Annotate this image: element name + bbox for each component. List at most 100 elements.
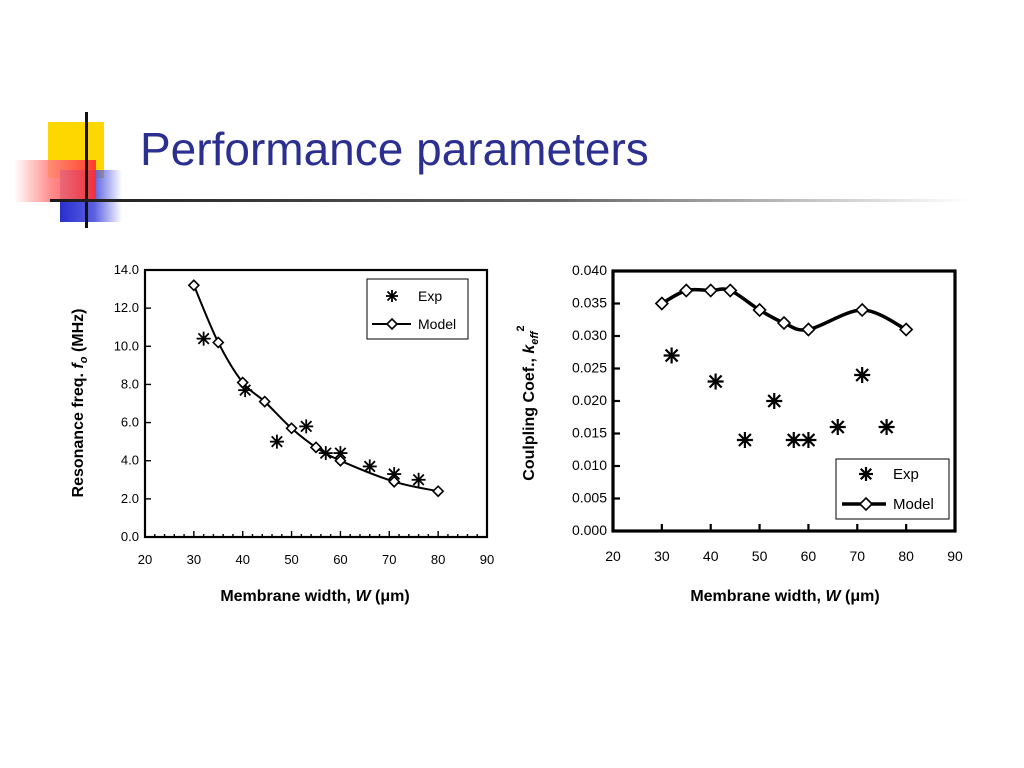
x-tick-label: 50 xyxy=(284,552,298,567)
x-tick-label: 40 xyxy=(703,548,719,564)
legend-box xyxy=(366,278,469,340)
model-point xyxy=(723,283,738,298)
model-point xyxy=(679,283,694,298)
y-tick-label: 2.0 xyxy=(121,491,139,506)
model-point xyxy=(309,441,323,454)
x-tick-label: 80 xyxy=(898,548,914,564)
y-tick-label: 8.0 xyxy=(121,376,139,391)
y-tick-label: 0.035 xyxy=(572,295,607,311)
y-tick-label: 0.025 xyxy=(572,360,607,376)
y-tick-label: 10.0 xyxy=(114,338,139,353)
model-point xyxy=(187,279,200,292)
model-point xyxy=(899,322,914,337)
coupling-coefficient-chart: 0.000 0.005 0.010 0.015 0.020 0.025 0.030 0.035… xyxy=(515,262,963,605)
asterisk-stroke xyxy=(767,394,782,408)
legend-label: Exp xyxy=(418,288,442,304)
y-tick-label: 0.010 xyxy=(572,457,607,473)
model-point xyxy=(776,315,792,331)
asterisk-stroke xyxy=(412,473,425,486)
exp-point xyxy=(362,459,377,474)
y-axis-label: Resonance freq. fo (MHz) xyxy=(70,309,90,498)
y-tick-label: 0.000 xyxy=(572,522,607,538)
y-tick-label: 14.0 xyxy=(114,262,139,277)
asterisk-stroke xyxy=(300,420,313,433)
x-tick-label: 80 xyxy=(431,552,445,567)
y-axis-label-subscript: eff xyxy=(529,330,541,345)
y-axis-label-text: Coulpling Coef., xyxy=(521,354,538,481)
y-tick-label: 0.030 xyxy=(572,327,607,343)
asterisk-stroke xyxy=(708,374,723,389)
x-tick-label: 50 xyxy=(752,548,768,564)
x-tick-label: 60 xyxy=(333,552,347,567)
asterisk-stroke xyxy=(664,348,679,363)
exp-point xyxy=(800,432,817,448)
model-point xyxy=(703,283,718,298)
model-point xyxy=(654,296,669,311)
x-axis-label: Membrane width, W (μm) xyxy=(220,588,409,605)
resonance-frequency-chart: 0.0 2.0 4.0 6.0 8.0 10.0 12.0 14.0 20 30 40 50 60 70 8… xyxy=(70,262,495,605)
y-axis-label-subscript: o xyxy=(78,356,90,363)
slide-title: Performance parameters xyxy=(140,123,649,175)
x-axis-label-symbol: W xyxy=(355,588,372,605)
asterisk-stroke xyxy=(786,433,801,447)
plot-area: 0.0 2.0 4.0 6.0 8.0 10.0 12.0 14.0 20 30 40 50 60 70 8… xyxy=(114,262,495,567)
x-tick-label: 40 xyxy=(235,552,249,567)
x-tick-label: 70 xyxy=(382,552,396,567)
x-axis-label: Membrane width, W (μm) xyxy=(690,588,879,605)
exp-point xyxy=(878,419,895,435)
y-tick-label: 4.0 xyxy=(121,453,139,468)
asterisk-stroke xyxy=(386,290,398,302)
x-tick-label: 60 xyxy=(801,548,817,564)
asterisk-stroke xyxy=(271,435,283,448)
model-point xyxy=(285,422,298,435)
legend-box xyxy=(835,458,950,520)
asterisk-stroke xyxy=(388,468,401,480)
x-axis-label-unit: (μm) xyxy=(371,588,410,605)
x-axis-label-text: Membrane width, xyxy=(220,588,355,605)
legend-exp-symbol xyxy=(386,290,398,302)
y-tick-label: 0.0 xyxy=(121,529,139,544)
plot-frame xyxy=(143,268,489,539)
x-tick-label: 90 xyxy=(947,548,963,564)
y-axis-label: Coulpling Coef., keff2 xyxy=(515,325,541,480)
title-underline xyxy=(50,199,970,202)
model-point xyxy=(258,395,271,408)
asterisk-stroke xyxy=(830,420,845,434)
asterisk-stroke xyxy=(197,332,210,345)
model-point xyxy=(801,322,816,337)
asterisk-stroke xyxy=(334,447,347,459)
exp-point xyxy=(854,367,871,383)
x-axis-label-unit: (μm) xyxy=(841,588,880,605)
y-tick-label: 0.040 xyxy=(572,262,607,278)
legend-label: Model xyxy=(893,496,934,513)
asterisk-stroke xyxy=(801,433,816,447)
deco-vertical-line xyxy=(85,112,88,228)
y-tick-label: 6.0 xyxy=(121,415,139,430)
model-point xyxy=(388,475,401,488)
exp-point xyxy=(829,419,846,435)
asterisk-stroke xyxy=(363,460,376,473)
x-tick-label: 90 xyxy=(480,552,494,567)
deco-red-square xyxy=(14,160,96,202)
x-tick-label: 30 xyxy=(654,548,670,564)
exp-point xyxy=(785,432,802,448)
y-tick-label: 12.0 xyxy=(114,300,139,315)
y-tick-label: 0.015 xyxy=(572,425,607,441)
y-tick-label: 0.020 xyxy=(572,392,607,408)
plot-area: 0.000 0.005 0.010 0.015 0.020 0.025 0.030 0.035… xyxy=(572,262,963,564)
x-tick-label: 30 xyxy=(187,552,201,567)
model-point xyxy=(432,485,445,498)
x-axis-label-symbol: W xyxy=(825,588,842,605)
exp-point xyxy=(299,419,314,434)
x-tick-label: 20 xyxy=(138,552,152,567)
y-axis-label-symbol: f xyxy=(70,362,87,369)
y-axis-label-symbol: k xyxy=(521,344,538,354)
exp-point xyxy=(707,373,724,390)
model-point xyxy=(855,302,870,318)
x-tick-label: 20 xyxy=(605,548,621,564)
legend-exp-symbol xyxy=(859,467,873,481)
legend-label: Model xyxy=(418,316,456,332)
exp-point xyxy=(663,347,680,364)
asterisk-stroke xyxy=(879,420,894,434)
model-point xyxy=(236,376,249,389)
